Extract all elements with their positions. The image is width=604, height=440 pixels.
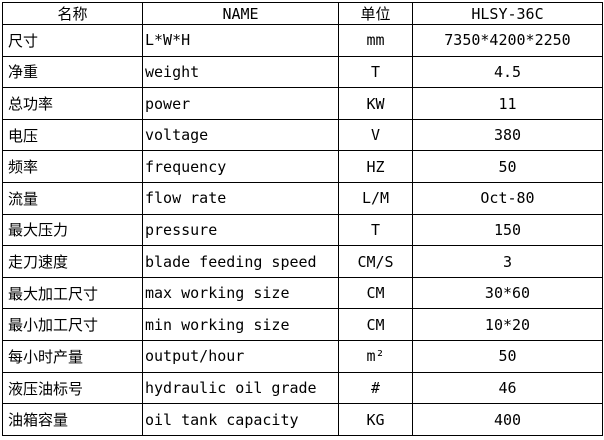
spec-name-cn: 净重: [2, 55, 143, 89]
spec-name-cn: 最小加工尺寸: [2, 308, 143, 342]
spec-name-cn: 油箱容量: [2, 403, 143, 436]
spec-name-en: output/hour: [142, 340, 339, 373]
spec-name-cn: 频率: [2, 150, 143, 184]
spec-value: 30*60: [412, 276, 603, 310]
spec-unit: CM/S: [338, 245, 413, 278]
spec-value: 380: [412, 118, 603, 152]
spec-value: 4.5: [412, 55, 603, 89]
table-row: 走刀速度 blade feeding speed CM/S 3: [2, 245, 603, 278]
spec-unit: CM: [338, 276, 413, 310]
table-row: 频率 frequency HZ 50: [2, 150, 603, 184]
spec-name-cn: 总功率: [2, 87, 143, 120]
spec-name-cn: 走刀速度: [2, 245, 143, 278]
spec-name-en: min working size: [142, 308, 339, 342]
spec-unit: mm: [338, 24, 413, 57]
spec-value: 7350*4200*2250: [412, 24, 603, 57]
spec-unit: HZ: [338, 150, 413, 184]
spec-name-cn: 每小时产量: [2, 340, 143, 373]
spec-value: 3: [412, 245, 603, 278]
table-row: 液压油标号 hydraulic oil grade # 46: [2, 371, 603, 405]
spec-unit: T: [338, 55, 413, 89]
table-row: 电压 voltage V 380: [2, 118, 603, 152]
table-row: 最大加工尺寸 max working size CM 30*60: [2, 276, 603, 310]
spec-unit: KG: [338, 403, 413, 436]
spec-value: 50: [412, 150, 603, 184]
table-row: 每小时产量 output/hour m² 50: [2, 340, 603, 373]
spec-unit: V: [338, 118, 413, 152]
header-unit: 单位: [338, 2, 413, 25]
spec-name-en: power: [142, 87, 339, 120]
spec-value: 50: [412, 340, 603, 373]
spec-value: 46: [412, 371, 603, 405]
table-row: 最大压力 pressure T 150: [2, 213, 603, 247]
spec-name-cn: 最大加工尺寸: [2, 276, 143, 310]
spec-unit: m²: [338, 340, 413, 373]
spec-name-cn: 电压: [2, 118, 143, 152]
spec-value: 400: [412, 403, 603, 436]
spec-name-en: frequency: [142, 150, 339, 184]
table-row: 尺寸 L*W*H mm 7350*4200*2250: [2, 24, 603, 57]
table-row: 净重 weight T 4.5: [2, 55, 603, 89]
header-name-cn: 名称: [2, 2, 143, 25]
spec-unit: L/M: [338, 182, 413, 215]
spec-name-en: L*W*H: [142, 24, 339, 57]
spec-value: 11: [412, 87, 603, 120]
spec-value: 150: [412, 213, 603, 247]
spec-name-en: voltage: [142, 118, 339, 152]
table-row: 最小加工尺寸 min working size CM 10*20: [2, 308, 603, 342]
header-row: 名称 NAME 单位 HLSY-36C: [2, 2, 603, 25]
header-model: HLSY-36C: [412, 2, 603, 25]
spec-name-en: oil tank capacity: [142, 403, 339, 436]
spec-value: Oct-80: [412, 182, 603, 215]
spec-name-en: flow rate: [142, 182, 339, 215]
spec-unit: KW: [338, 87, 413, 120]
spec-name-en: hydraulic oil grade: [142, 371, 339, 405]
header-name-en: NAME: [142, 2, 339, 25]
spec-name-en: weight: [142, 55, 339, 89]
spec-name-en: max working size: [142, 276, 339, 310]
table-row: 油箱容量 oil tank capacity KG 400: [2, 403, 603, 436]
spec-value: 10*20: [412, 308, 603, 342]
spec-name-en: pressure: [142, 213, 339, 247]
spec-name-en: blade feeding speed: [142, 245, 339, 278]
spec-unit: T: [338, 213, 413, 247]
spec-name-cn: 最大压力: [2, 213, 143, 247]
spec-name-cn: 液压油标号: [2, 371, 143, 405]
spec-unit: CM: [338, 308, 413, 342]
table-row: 流量 flow rate L/M Oct-80: [2, 182, 603, 215]
spec-name-cn: 尺寸: [2, 24, 143, 57]
spec-name-cn: 流量: [2, 182, 143, 215]
table-row: 总功率 power KW 11: [2, 87, 603, 120]
spec-unit: #: [338, 371, 413, 405]
